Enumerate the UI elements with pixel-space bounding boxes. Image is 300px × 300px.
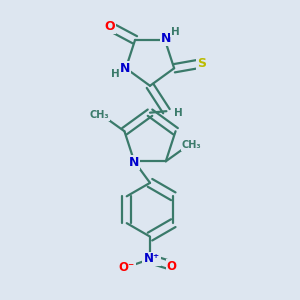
Text: H: H [111, 69, 120, 79]
Text: N⁺: N⁺ [143, 253, 160, 266]
Text: CH₃: CH₃ [182, 140, 201, 150]
Text: N: N [129, 156, 140, 169]
Text: H: H [171, 26, 180, 37]
Text: H: H [174, 108, 183, 118]
Text: N: N [120, 62, 130, 75]
Text: N: N [161, 32, 172, 45]
Text: S: S [197, 57, 206, 70]
Text: CH₃: CH₃ [89, 110, 109, 120]
Text: O: O [167, 260, 177, 273]
Text: O: O [104, 20, 115, 33]
Text: O⁻: O⁻ [118, 262, 135, 275]
